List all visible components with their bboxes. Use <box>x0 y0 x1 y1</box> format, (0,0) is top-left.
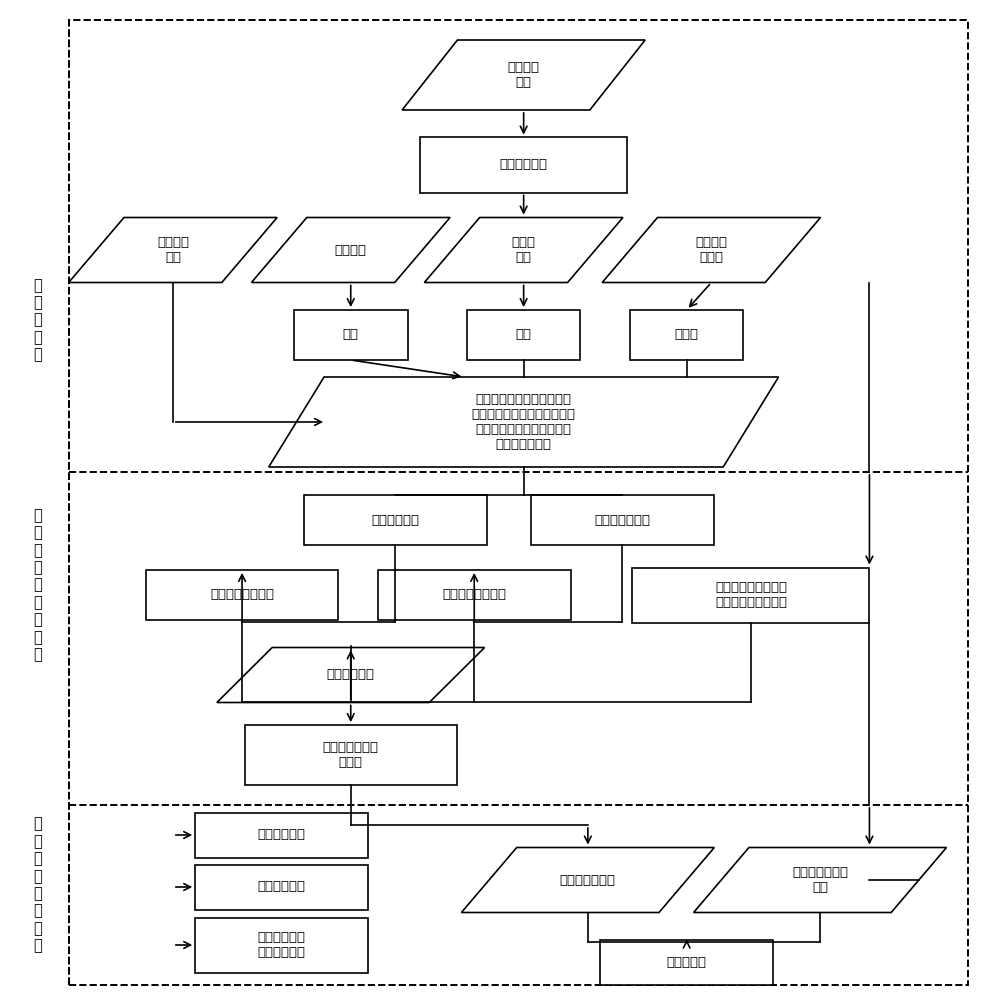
Text: 标准化降水指数: 标准化降水指数 <box>560 874 616 886</box>
Polygon shape <box>425 218 622 282</box>
Bar <box>146 570 338 620</box>
Text: 农
业
干
旱
指
数
的
构
建: 农 业 干 旱 指 数 的 构 建 <box>34 508 41 662</box>
Text: 农业干旱指数: 农业干旱指数 <box>327 668 374 682</box>
Text: 计算前期气候条件: 计算前期气候条件 <box>443 588 506 601</box>
Text: 植被健康
指数据: 植被健康 指数据 <box>696 236 727 264</box>
Text: 插值: 插值 <box>343 328 359 342</box>
Text: 重采样: 重采样 <box>675 328 699 342</box>
Polygon shape <box>402 40 645 110</box>
Bar <box>195 812 368 857</box>
Text: 分析空间分布: 分析空间分布 <box>258 880 305 894</box>
Polygon shape <box>216 648 484 702</box>
Bar <box>303 495 486 545</box>
Text: 数
据
预
处
理: 数 据 预 处 理 <box>34 278 41 362</box>
Text: 插值: 插值 <box>516 328 532 342</box>
Polygon shape <box>251 218 450 282</box>
Bar <box>420 137 627 192</box>
Polygon shape <box>269 377 779 467</box>
Text: 地面气候
数据: 地面气候 数据 <box>508 61 539 89</box>
Text: 土壤水分
数据: 土壤水分 数据 <box>157 236 189 264</box>
Text: 计算降水条件: 计算降水条件 <box>371 514 419 526</box>
Bar <box>377 570 570 620</box>
Bar <box>195 918 368 972</box>
Bar <box>293 310 407 360</box>
Polygon shape <box>694 848 947 912</box>
Text: 相关性分析: 相关性分析 <box>667 956 706 968</box>
Text: 蒸散发
数据: 蒸散发 数据 <box>512 236 535 264</box>
Text: 标准化降水蒸散
指数: 标准化降水蒸散 指数 <box>792 866 848 894</box>
Polygon shape <box>602 218 820 282</box>
Bar <box>244 725 456 785</box>
Text: 划分农业干旱指
数阈值: 划分农业干旱指 数阈值 <box>323 741 378 769</box>
Bar <box>629 310 743 360</box>
Polygon shape <box>68 218 277 282</box>
Bar <box>466 310 580 360</box>
Bar <box>195 864 368 910</box>
Bar <box>532 495 713 545</box>
Text: 计算土壤水分条件: 计算土壤水分条件 <box>210 588 274 601</box>
Text: 降水数据: 降水数据 <box>335 243 367 256</box>
Bar <box>632 568 869 622</box>
Text: 计算蒸散发条件: 计算蒸散发条件 <box>595 514 650 526</box>
Text: 计算土壤水分对降水
和蒸散发的滞后时间: 计算土壤水分对降水 和蒸散发的滞后时间 <box>715 581 786 609</box>
Text: 农
业
干
旱
监
测
表
现: 农 业 干 旱 监 测 表 现 <box>34 817 41 953</box>
Text: 分析时序演变: 分析时序演变 <box>258 828 305 842</box>
Text: 时间分辨率为每月平均值、
空间分辨率相同的土壤水分、
降水、蒸散发、植被健康指
数空间网格数据: 时间分辨率为每月平均值、 空间分辨率相同的土壤水分、 降水、蒸散发、植被健康指 … <box>471 393 576 451</box>
Polygon shape <box>461 848 714 912</box>
Bar <box>600 940 773 984</box>
Text: 与作物受旱灾
面积联合分析: 与作物受旱灾 面积联合分析 <box>258 931 305 959</box>
Text: 计算彭曼公式: 计算彭曼公式 <box>500 158 547 172</box>
